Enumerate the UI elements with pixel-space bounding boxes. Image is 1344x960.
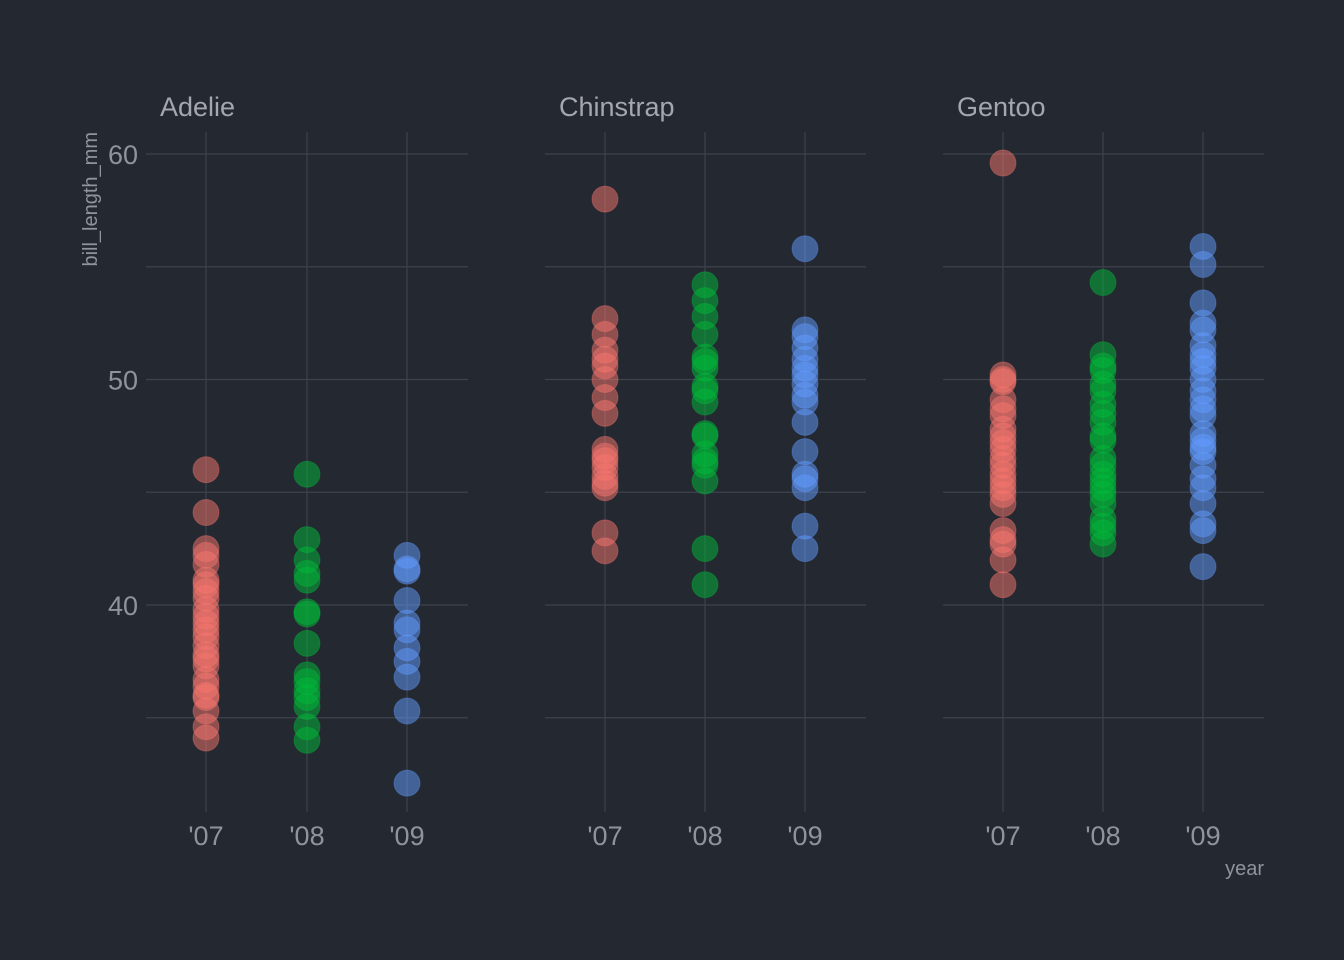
data-point	[989, 490, 1017, 518]
x-tick-label: '07	[188, 821, 223, 851]
data-point	[293, 726, 321, 754]
data-point	[1189, 250, 1217, 278]
data-point	[393, 663, 421, 691]
data-point	[791, 235, 819, 263]
data-point	[591, 537, 619, 565]
data-point	[1089, 530, 1117, 558]
x-tick-label: '09	[389, 821, 424, 851]
data-point	[192, 499, 220, 527]
x-tick-label: '07	[985, 821, 1020, 851]
data-point	[989, 149, 1017, 177]
data-point	[192, 724, 220, 752]
x-axis-title: year	[1225, 858, 1264, 880]
y-axis-title: bill_length_mm	[80, 132, 102, 267]
data-point	[393, 557, 421, 585]
labels: Adelie '07 '08 '09 Chinstrap '07 '08 '09 Gentoo '…	[80, 92, 1264, 880]
data-point	[591, 185, 619, 213]
x-tick-label: '08	[1085, 821, 1120, 851]
data-point	[293, 600, 321, 628]
data-point	[691, 535, 719, 563]
data-point	[192, 456, 220, 484]
data-point	[1089, 269, 1117, 297]
facet-title: Gentoo	[957, 92, 1046, 122]
data-point	[293, 460, 321, 488]
data-point	[293, 566, 321, 594]
data-point	[791, 408, 819, 436]
data-point	[989, 571, 1017, 599]
data-point	[791, 474, 819, 502]
x-tick-label: '08	[687, 821, 722, 851]
x-tick-label: '09	[1185, 821, 1220, 851]
data-point	[691, 388, 719, 416]
facet-title: Chinstrap	[559, 92, 675, 122]
data-point	[691, 467, 719, 495]
data-point	[591, 474, 619, 502]
data-point	[1189, 553, 1217, 581]
y-tick-label: 50	[108, 366, 138, 396]
x-tick-label: '09	[787, 821, 822, 851]
x-tick-label: '07	[587, 821, 622, 851]
y-tick-label: 40	[108, 591, 138, 621]
y-tick-label: 60	[108, 140, 138, 170]
facet-title: Adelie	[160, 92, 235, 122]
data-point	[393, 769, 421, 797]
data-points	[192, 149, 1217, 797]
data-point	[393, 697, 421, 725]
data-point	[691, 571, 719, 599]
data-point	[293, 629, 321, 657]
data-point	[591, 399, 619, 427]
data-point	[791, 535, 819, 563]
data-point	[989, 546, 1017, 574]
data-point	[1189, 517, 1217, 545]
x-tick-label: '08	[289, 821, 324, 851]
